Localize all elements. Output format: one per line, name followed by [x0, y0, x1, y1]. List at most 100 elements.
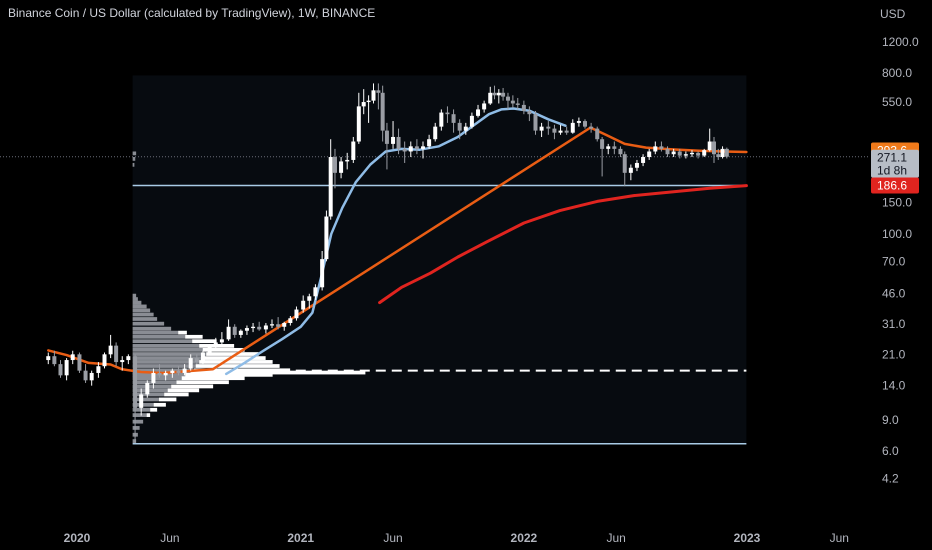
chart-title: Binance Coin / US Dollar (calculated by … [8, 6, 376, 20]
candle-body [634, 162, 639, 168]
volume-profile-bar [132, 334, 186, 339]
candle-body [313, 287, 318, 297]
volume-profile-bar-value-area [185, 334, 203, 339]
volume-profile-bar [132, 419, 144, 424]
y-tick-label: 70.0 [882, 254, 906, 268]
candle-body [653, 146, 658, 152]
candle-body [622, 154, 627, 173]
candle-body [457, 122, 462, 131]
candle-body [207, 347, 212, 353]
candle-body [345, 159, 350, 162]
candle-body [533, 114, 538, 131]
x-tick-label: 2021 [287, 531, 314, 545]
candle-body [182, 368, 187, 373]
volume-profile-bar [132, 308, 151, 313]
candle-body [188, 358, 193, 369]
candle-body [510, 100, 515, 104]
price-tag-label: 186.6 [877, 179, 907, 193]
candle-body [320, 259, 325, 288]
candle-body [469, 115, 474, 127]
y-tick-label: 4.2 [882, 472, 899, 486]
volume-profile-bar [132, 151, 137, 156]
volume-profile-bar-value-area [202, 347, 245, 352]
candle-body [391, 136, 396, 144]
volume-profile-bar-value-area [199, 360, 273, 364]
volume-profile-bar [132, 157, 136, 161]
candle-body [451, 114, 456, 123]
candle-body [102, 354, 107, 367]
volume-profile-bar-value-area [185, 372, 273, 377]
candle-body [501, 92, 506, 97]
volume-profile-bar-value-area [167, 388, 200, 393]
y-tick-label: 800.0 [882, 66, 912, 80]
candle-body [351, 141, 356, 160]
x-tick-label: 2020 [64, 531, 91, 545]
candle-body [176, 370, 181, 373]
candle-body [576, 121, 581, 123]
candle-body [244, 328, 249, 331]
candle-body [282, 323, 287, 327]
candle-body [402, 148, 407, 152]
volume-profile-bar [132, 317, 158, 321]
currency-label: USD [880, 7, 906, 21]
x-tick-label: Jun [160, 531, 179, 545]
candle-body [683, 154, 688, 156]
candle-body [421, 146, 426, 149]
candle-body [488, 92, 493, 104]
volume-profile-bar [132, 426, 140, 430]
moving-average-line-2 [378, 184, 748, 305]
volume-profile-bar-value-area [150, 407, 158, 412]
volume-profile-bar [132, 352, 207, 356]
candle-body [647, 151, 652, 158]
y-tick-label: 6.0 [882, 444, 899, 458]
candle-body [439, 112, 444, 127]
candle-body [583, 121, 588, 127]
volume-profile-bar [132, 344, 200, 348]
candle-body [600, 139, 605, 149]
candle-body [659, 146, 664, 149]
candle-body [89, 372, 94, 381]
candle-body [618, 148, 623, 155]
candle-body [689, 152, 694, 155]
volume-profile-bar [132, 326, 172, 331]
candle-body [589, 126, 594, 129]
candle-body [376, 90, 381, 93]
volume-profile-bar [132, 364, 196, 368]
candle-body [724, 148, 729, 157]
candle-body [671, 151, 676, 155]
volume-profile-bar [132, 304, 147, 309]
y-tick-label: 550.0 [882, 95, 912, 109]
candle-body [505, 96, 510, 101]
candle-body [257, 326, 262, 330]
candle-body [463, 126, 468, 131]
candle-body [702, 150, 707, 156]
volume-profile-bar [132, 439, 137, 443]
candle-body [521, 104, 526, 111]
volume-profile-bar-value-area [158, 397, 177, 402]
candle-body [52, 356, 57, 365]
price-tag-label: 271.1 [877, 151, 907, 165]
candle-body [213, 342, 218, 348]
volume-profile-bar-value-area [164, 392, 189, 397]
volume-profile-bar [132, 321, 165, 326]
x-tick-label: 2023 [734, 531, 761, 545]
volume-profile-bar-value-area [190, 370, 366, 375]
candle-body [120, 360, 125, 363]
candle-body [408, 146, 413, 152]
candle-body [716, 154, 721, 158]
y-tick-label: 100.0 [882, 227, 912, 241]
candle-body [232, 326, 237, 335]
candle-body [433, 126, 438, 140]
volume-profile-bar [132, 368, 194, 373]
candle-body [64, 360, 69, 376]
candle-body [361, 102, 366, 107]
volume-profile-bar [132, 330, 179, 335]
candle-body [527, 110, 532, 115]
volume-profile-bar [132, 388, 168, 393]
candle-body [384, 130, 389, 144]
candle-body [612, 146, 617, 149]
candle-body [328, 157, 333, 217]
price-tag-countdown: 1d 8h [877, 164, 907, 178]
candle-body [476, 109, 481, 116]
